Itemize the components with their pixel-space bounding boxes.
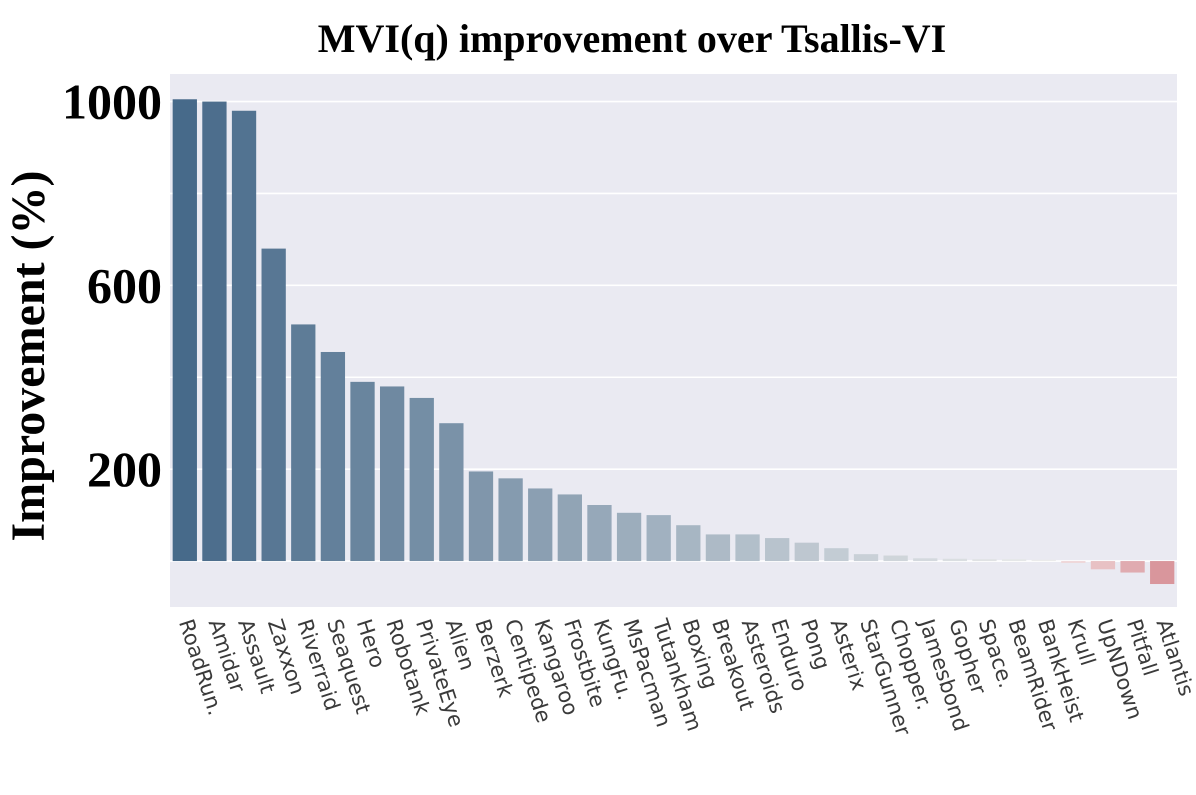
bar-krull xyxy=(1061,561,1086,563)
bar-seaquest xyxy=(320,351,346,562)
bar-kungfu xyxy=(587,504,612,562)
bar-asteroids xyxy=(735,534,760,562)
bar-kangaroo xyxy=(528,488,553,562)
bar-frostbite xyxy=(557,494,582,562)
y-axis-label: Improvement (%) xyxy=(2,170,55,541)
x-axis-ticks: RoadRun.AmidarAssaultZaxxonRiverraidSeaq… xyxy=(174,614,1196,739)
bar-roadrun xyxy=(172,99,197,562)
bar-amidar xyxy=(202,101,227,562)
bar-centipede xyxy=(498,478,523,562)
bar-mspacman xyxy=(616,512,642,562)
chart-title: MVI(q) improvement over Tsallis-VI xyxy=(318,16,947,61)
bar-robotank xyxy=(379,386,405,562)
bar-assault xyxy=(231,110,257,562)
bar-enduro xyxy=(765,538,790,562)
bars xyxy=(172,99,1175,585)
bar-pong xyxy=(794,542,819,562)
bar-zaxxon xyxy=(261,248,286,562)
bar-pitfall xyxy=(1120,561,1145,573)
bar-tutankham xyxy=(646,515,671,562)
bar-privateeye xyxy=(409,397,434,562)
bar-beamrider xyxy=(1001,559,1027,562)
bar-atlantis xyxy=(1150,561,1175,585)
bar-riverraid xyxy=(291,324,316,562)
bar-breakout xyxy=(705,534,731,562)
bar-berzerk xyxy=(468,471,494,562)
bar-boxing xyxy=(676,525,701,562)
bar-jamesbond xyxy=(913,558,938,562)
bar-stargunner xyxy=(853,554,879,562)
bar-asterix xyxy=(824,548,849,562)
bar-chopper xyxy=(883,555,908,562)
y-axis-ticks: 200 600 1000 xyxy=(62,74,162,498)
y-tick-label: 200 xyxy=(87,441,162,497)
y-tick-label: 600 xyxy=(87,257,162,313)
bar-hero xyxy=(350,381,375,562)
bar-space xyxy=(972,559,997,562)
bar-bankheist xyxy=(1031,559,1056,562)
y-tick-label: 1000 xyxy=(62,74,162,130)
bar-gopher xyxy=(942,558,968,562)
bar-alien xyxy=(439,423,464,562)
bar-upndown xyxy=(1090,561,1116,570)
